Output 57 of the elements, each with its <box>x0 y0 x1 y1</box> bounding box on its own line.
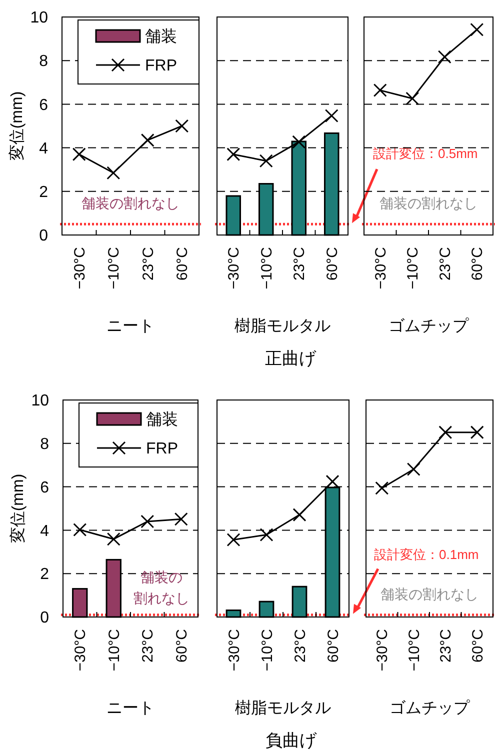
y-tick-label: 6 <box>40 479 50 496</box>
y-axis-title: 変位(mm) <box>8 91 26 161</box>
x-tick-label: −10°C <box>258 628 276 672</box>
x-tick-label: −30°C <box>226 628 243 672</box>
y-tick-label: 6 <box>39 96 48 114</box>
x-tick-label: 60°C <box>469 628 486 663</box>
x-tick-label: 23°C <box>438 628 455 663</box>
text: 負曲げ <box>266 731 318 750</box>
y-tick-label: 4 <box>40 522 50 540</box>
x-tick-label: 60°C <box>324 246 341 281</box>
x-tick-label: −30°C <box>372 246 390 290</box>
annotation: 割れなし <box>134 590 190 606</box>
x-axis-title: 樹脂モルタル <box>234 317 330 335</box>
x-tick-label: −10°C <box>406 628 423 672</box>
x-tick-label: 23°C <box>436 246 454 281</box>
x-tick-label: 60°C <box>174 246 192 281</box>
x-tick-label: −10°C <box>106 246 123 290</box>
x-tick-label: 60°C <box>469 246 486 281</box>
y-axis-title: 変位(mm) <box>9 474 27 544</box>
x-tick-label: −30°C <box>226 246 243 290</box>
y-tick-label: 4 <box>39 140 48 158</box>
y-tick-label: 8 <box>39 53 48 70</box>
y-tick-label: 10 <box>30 10 48 27</box>
legend-label: 舗装 <box>146 410 178 429</box>
x-axis-title: ニート <box>106 700 154 717</box>
x-tick-label: −30°C <box>71 246 88 290</box>
legend-label: FRP <box>145 58 177 75</box>
x-axis-title: 樹脂モルタル <box>235 699 331 717</box>
y-tick-label: 2 <box>40 566 50 584</box>
ref-line-label: 設計変位：0.1mm <box>374 546 479 562</box>
annotation: 舗装の割れなし <box>380 195 478 212</box>
annotation: 舗装の <box>140 568 183 585</box>
legend-label: 舗装 <box>145 28 177 46</box>
y-tick-label: 10 <box>31 392 50 410</box>
x-axis-title: ゴムチップ <box>390 699 470 717</box>
y-tick-label: 0 <box>39 228 48 245</box>
x-tick-label: 23°C <box>291 246 308 281</box>
x-axis-title: ゴムチップ <box>388 317 470 335</box>
annotation: 舗装の割れなし <box>380 586 478 602</box>
x-tick-label: −10°C <box>404 246 422 290</box>
y-tick-label: 0 <box>40 610 50 627</box>
annotation: 舗装の割れなし <box>82 195 180 212</box>
x-tick-label: 23°C <box>292 628 309 663</box>
x-tick-label: −30°C <box>374 628 392 672</box>
x-tick-label: 23°C <box>140 246 157 281</box>
x-axis-title: ニート <box>106 318 154 335</box>
x-tick-label: 23°C <box>140 628 157 663</box>
x-tick-label: −10°C <box>106 628 123 672</box>
x-tick-label: −30°C <box>72 628 90 672</box>
x-tick-label: 60°C <box>173 628 190 663</box>
y-tick-label: 2 <box>39 184 48 201</box>
x-tick-label: −10°C <box>258 246 276 290</box>
text: 正曲げ <box>265 349 317 368</box>
y-tick-label: 8 <box>40 436 50 453</box>
ref-line-label: 設計変位：0.5mm <box>373 146 478 162</box>
legend-label: FRP <box>146 440 178 458</box>
x-tick-label: 60°C <box>324 628 342 663</box>
